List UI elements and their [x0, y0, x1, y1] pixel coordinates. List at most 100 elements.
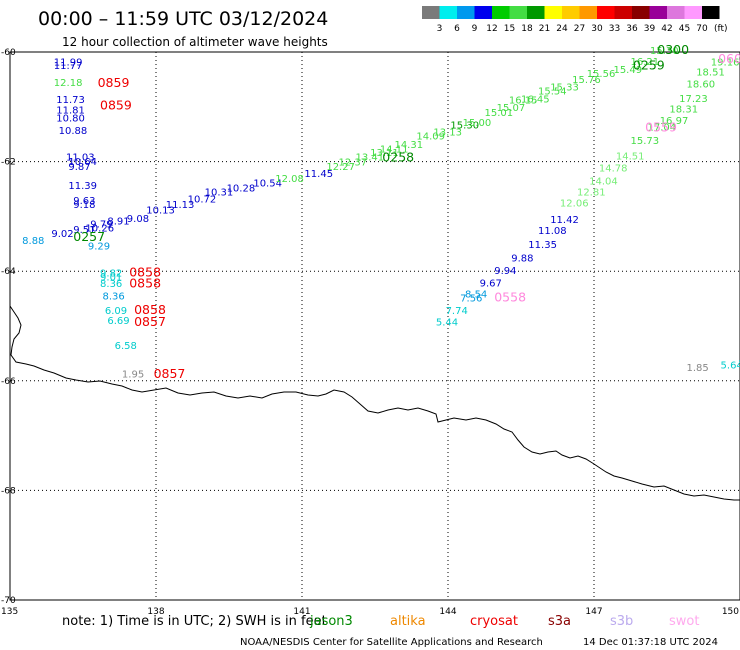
swh-value-label: 9.67	[480, 279, 502, 290]
longitude-tick-labels: 135 138 141 144 147 150	[1, 607, 739, 617]
pass-time-label: 0858	[129, 276, 161, 291]
legend-label: 42	[661, 24, 672, 34]
swh-value-label: 18.31	[669, 104, 698, 115]
swh-value-label: 11.73	[56, 95, 85, 106]
legend-label: 12	[486, 24, 497, 34]
swh-value-label: 9.88	[511, 253, 533, 264]
legend-label: 27	[574, 24, 585, 34]
coastline	[9, 305, 740, 501]
pass-time-label: 0859	[100, 98, 132, 113]
swh-value-label: 9.51	[73, 225, 95, 236]
swh-value-label: 12.08	[275, 174, 304, 185]
pass-time-label: 0859	[98, 75, 130, 90]
swh-value-label: 16.97	[660, 116, 689, 127]
legend-label: 33	[609, 24, 620, 34]
swh-value-label: 11.13	[166, 200, 195, 211]
pass-time-label: 0257	[73, 229, 105, 244]
legend-swatch	[439, 6, 457, 19]
swh-value-label: 12.27	[326, 162, 355, 173]
legend-swatch	[509, 6, 527, 19]
swh-value-label: 11.81	[56, 105, 85, 116]
swh-value-label: 12.06	[560, 199, 589, 210]
legend-label: 3	[437, 24, 443, 34]
legend-swatch	[597, 6, 615, 19]
swh-value-label: 14.11	[380, 144, 409, 155]
swh-value-label: 11.99	[54, 58, 83, 69]
satellite-legend-swot: swot	[669, 614, 699, 629]
satellite-legend-s3b: s3b	[610, 614, 633, 629]
swh-value-label: 15.01	[485, 108, 514, 119]
swh-value-label: 5.44	[436, 317, 458, 328]
swh-value-label: 9.94	[494, 266, 516, 277]
swh-value-label: 10.88	[59, 126, 88, 137]
footer-timestamp: 14 Dec 01:37:18 UTC 2024	[583, 637, 718, 648]
lon-tick-label: 150	[722, 607, 739, 617]
legend-unit: (ft)	[714, 24, 728, 34]
satellite-legend: jason3 altika cryosat s3a s3b swot	[309, 614, 699, 629]
swh-value-label: 15.54	[538, 87, 567, 98]
swh-value-label: 15.30	[650, 46, 679, 57]
swh-value-label: 8.88	[22, 236, 44, 247]
legend-swatch	[579, 6, 597, 19]
swh-value-label: 17.04	[648, 122, 677, 133]
pass-time-label: 0559	[645, 119, 677, 134]
wave-height-color-scale: 3 6 9 12 15 18 21 24 27 30 33 36 39 42 45 70	[422, 6, 720, 34]
lon-tick-label: 147	[585, 607, 602, 617]
pass-time-label: 0858	[134, 302, 166, 317]
swh-value-label: 14.51	[616, 151, 645, 162]
lon-tick-label: 141	[293, 607, 310, 617]
swh-value-label: 7.74	[446, 306, 468, 317]
legend-label: 9	[472, 24, 478, 34]
swh-value-label: 11.08	[538, 226, 567, 237]
swh-value-label: 11.77	[54, 61, 83, 72]
legend-swatch	[702, 6, 720, 19]
satellite-legend-s3a: s3a	[548, 614, 571, 629]
swh-value-label: 10.13	[146, 206, 175, 217]
swh-value-label: 6.69	[107, 316, 129, 327]
swh-value-label: 14.04	[589, 177, 618, 188]
swh-value-label: 9.82	[100, 269, 122, 280]
swh-value-label: 10.80	[56, 114, 85, 125]
swh-value-label: 8.91	[107, 217, 129, 228]
swh-value-label: 14.78	[599, 163, 628, 174]
legend-label: 36	[626, 24, 638, 34]
lon-tick-label: 144	[439, 607, 456, 617]
pass-time-label: 0857	[154, 366, 186, 381]
legend-swatch	[527, 6, 545, 19]
swh-value-label: 13.41	[356, 153, 385, 164]
swh-value-label: 16.21	[631, 57, 660, 68]
pass-time-label: 0858	[129, 265, 161, 280]
lon-tick-label: 135	[1, 607, 18, 617]
swh-value-label: 9.29	[88, 241, 110, 252]
swh-value-label: 16.15	[509, 96, 538, 107]
swh-value-label: 3.9	[738, 359, 740, 370]
swh-value-label: 10.28	[227, 184, 256, 195]
legend-swatch	[492, 6, 510, 19]
satellite-legend-cryosat: cryosat	[470, 614, 518, 629]
legend-swatch	[632, 6, 650, 19]
footer-credit: NOAA/NESDIS Center for Satellite Applica…	[240, 637, 543, 648]
legend-swatch	[544, 6, 562, 19]
legend-swatch	[667, 6, 685, 19]
swh-value-label: 12.18	[54, 78, 83, 89]
swh-value-label: 11.03	[66, 153, 95, 164]
footer-note: note: 1) Time is in UTC; 2) SWH is in fe…	[62, 614, 327, 629]
latitude-tick-labels: -60 -62 -64 -66 -68 -70	[1, 48, 16, 606]
swh-value-label: 6.58	[115, 341, 137, 352]
legend-swatch	[684, 6, 702, 19]
satellite-legend-altika: altika	[390, 614, 426, 629]
swh-value-label: 11.39	[68, 181, 97, 192]
swh-value-label: 14.31	[394, 140, 423, 151]
swh-value-label: 9.87	[68, 162, 90, 173]
legend-swatch	[649, 6, 667, 19]
legend-label: 15	[504, 24, 515, 34]
swh-value-label: 11.35	[528, 240, 557, 251]
pass-time-label: 0258	[382, 150, 414, 165]
satellite-legend-jason3: jason3	[309, 614, 353, 629]
swh-value-label: 9.02	[51, 229, 73, 240]
swh-value-label: 10.26	[85, 224, 114, 235]
legend-label: 6	[454, 24, 460, 34]
swh-value-label: 12.37	[339, 157, 368, 168]
